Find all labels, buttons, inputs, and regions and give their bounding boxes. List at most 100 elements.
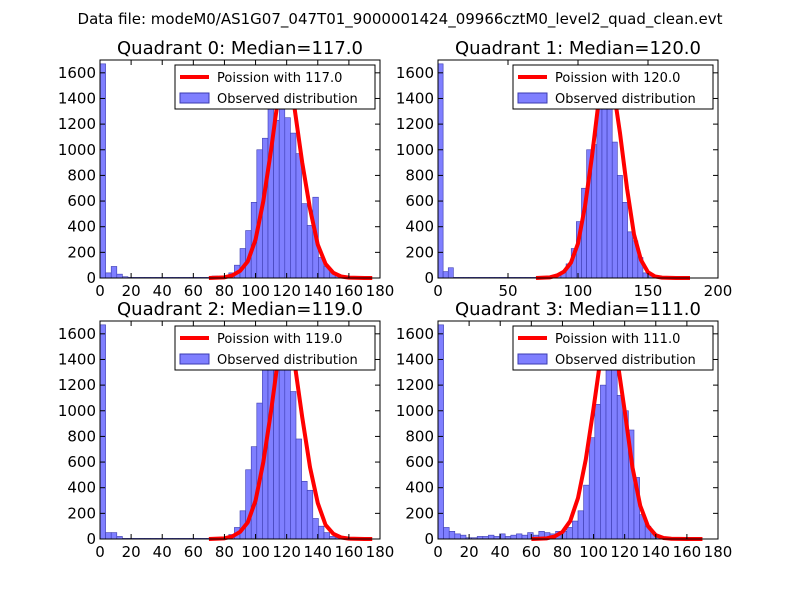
x-tick-label: 0 [95, 282, 105, 300]
y-tick-label: 1400 [58, 350, 96, 368]
x-tick-label: 140 [641, 543, 670, 561]
subplot-quadrant-2: Quadrant 2: Median=119.0 0 20 40 60 80 100 120… [58, 299, 395, 561]
x-tick-label: 80 [215, 543, 234, 561]
x-tick-label: 150 [634, 282, 663, 300]
axes-frame [437, 320, 719, 540]
axes: 0 20 40 60 80 100 120 140 160 180 0 200 400 600 800 100… [58, 320, 395, 561]
legend: Poission with 119.0 Observed distributio… [174, 325, 376, 371]
y-tick-label: 0 [86, 269, 96, 287]
histogram-bar [295, 438, 302, 540]
x-tick-label: 180 [366, 543, 395, 561]
histogram-bar [627, 231, 634, 279]
plot-title: Quadrant 2: Median=119.0 [117, 299, 363, 320]
histogram-bar [583, 484, 590, 540]
legend-observed-label: Observed distribution [555, 92, 696, 107]
y-tick-label: 1400 [58, 89, 96, 107]
x-tick-label: 120 [272, 543, 301, 561]
histogram-bar [290, 132, 297, 279]
x-tick-label: 60 [522, 543, 541, 561]
x-tick-label: 20 [122, 543, 141, 561]
y-tick-label: 1600 [396, 325, 434, 343]
y-tick-label: 800 [405, 166, 434, 184]
histogram-bar [273, 119, 280, 279]
y-tick-label: 800 [405, 427, 434, 445]
histogram-bar [443, 527, 450, 540]
y-tick-label: 1200 [58, 115, 96, 133]
subplot-quadrant-0: Quadrant 0: Median=117.0 0 20 40 60 80 100 120… [58, 38, 395, 300]
x-tick-label: 0 [95, 543, 105, 561]
y-tick-label: 0 [424, 530, 434, 548]
histogram-bar [488, 534, 495, 540]
histogram-bar [301, 203, 308, 279]
y-tick-label: 200 [67, 504, 96, 522]
y-tick-label: 200 [67, 243, 96, 261]
y-tick-label: 1200 [396, 115, 434, 133]
x-tick-label: 0 [433, 543, 443, 561]
x-tick-label: 100 [564, 282, 593, 300]
y-tick-label: 1400 [396, 89, 434, 107]
histogram-bar [306, 489, 314, 540]
histogram-bar [318, 525, 325, 540]
y-tick-label: 400 [405, 479, 434, 497]
legend-bar-marker [179, 353, 210, 365]
y-tick-label: 400 [67, 479, 96, 497]
x-tick-label: 80 [553, 543, 572, 561]
x-tick-label: 100 [241, 543, 270, 561]
y-tick-label: 1000 [396, 402, 434, 420]
y-tick-label: 1600 [58, 325, 96, 343]
legend-box [512, 325, 714, 371]
axes: 0 50 100 150 200 0 200 400 600 800 1000 1200 1400 160… [396, 59, 733, 300]
y-tick-label: 200 [405, 243, 434, 261]
histogram-bar [105, 532, 112, 540]
axes: 0 20 40 60 80 100 120 140 160 180 0 200 400 600 800 100… [396, 320, 733, 561]
x-tick-label: 180 [704, 543, 733, 561]
x-tick-label: 120 [272, 282, 301, 300]
histogram-bar [437, 324, 444, 540]
axes: 0 20 40 60 80 100 120 140 160 180 0 200 400 600 800 100… [58, 59, 394, 300]
y-tick-label: 1200 [396, 376, 434, 394]
x-tick-label: 40 [153, 543, 172, 561]
subplot-quadrant-3: Quadrant 3: Median=111.0 0 20 40 60 80 100 120… [396, 299, 733, 561]
x-tick-label: 160 [335, 282, 364, 300]
histogram-bar [116, 273, 123, 279]
histogram-bar [306, 225, 314, 279]
legend-observed-label: Observed distribution [217, 353, 358, 368]
figure-title: Data file: modeM0/AS1G07_047T01_90000014… [78, 10, 723, 29]
histogram-bar [105, 272, 112, 279]
x-tick-label: 40 [491, 543, 510, 561]
histogram-bar [611, 141, 618, 279]
legend-observed-label: Observed distribution [555, 353, 696, 368]
histogram-bar [566, 527, 573, 540]
x-tick-label: 20 [460, 543, 479, 561]
plot-title: Quadrant 1: Median=120.0 [455, 38, 701, 59]
legend-poisson-label: Poission with 119.0 [217, 332, 342, 347]
y-tick-label: 1600 [396, 64, 434, 82]
histogram-bar [323, 532, 330, 540]
histogram-bar [596, 108, 603, 279]
x-tick-label: 60 [184, 543, 203, 561]
x-tick-label: 140 [303, 282, 332, 300]
y-tick-label: 0 [424, 269, 434, 287]
legend-poisson-label: Poission with 111.0 [555, 332, 680, 347]
x-tick-label: 40 [153, 282, 172, 300]
y-tick-label: 1600 [58, 64, 96, 82]
x-tick-label: 60 [184, 282, 203, 300]
histogram-bar [460, 534, 467, 540]
histogram-bar [616, 395, 624, 540]
plot-title: Quadrant 3: Median=111.0 [455, 299, 701, 320]
x-tick-label: 0 [433, 282, 443, 300]
x-tick-label: 200 [704, 282, 733, 300]
legend: Poission with 120.0 Observed distributio… [512, 64, 714, 110]
histogram-bar [99, 324, 106, 540]
histogram-bar [594, 404, 601, 540]
x-tick-label: 140 [303, 543, 332, 561]
plot-title: Quadrant 0: Median=117.0 [117, 38, 363, 59]
legend: Poission with 117.0 Observed distributio… [174, 64, 376, 110]
subplot-quadrant-1: Quadrant 1: Median=120.0 0 50 100 150 200 0 20… [396, 38, 733, 300]
histogram-bar [284, 368, 291, 540]
histogram-bar [572, 520, 579, 540]
histogram-bar [110, 266, 118, 279]
legend-observed-label: Observed distribution [217, 92, 358, 107]
y-tick-label: 0 [86, 530, 96, 548]
